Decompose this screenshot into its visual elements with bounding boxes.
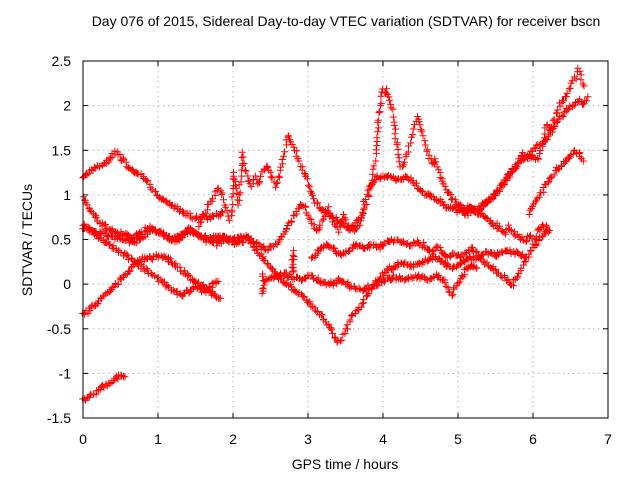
y-tick-label: 0.5 [52, 232, 72, 248]
y-tick-label: 2.5 [52, 53, 72, 69]
y-tick-label: -1.5 [47, 410, 71, 426]
y-tick-label: 0 [63, 276, 71, 292]
y-tick-label: -0.5 [47, 321, 71, 337]
x-axis-label: GPS time / hours [291, 456, 399, 472]
y-tick-label: -1 [59, 365, 72, 381]
chart-title: Day 076 of 2015, Sidereal Day-to-day VTE… [91, 13, 601, 29]
x-tick-label: 5 [454, 431, 462, 447]
x-tick-label: 7 [604, 431, 612, 447]
y-tick-label: 1 [63, 187, 71, 203]
x-tick-label: 3 [304, 431, 312, 447]
x-tick-label: 0 [79, 431, 87, 447]
data-points [79, 64, 592, 404]
x-tick-label: 2 [229, 431, 237, 447]
y-tick-label: 2 [63, 98, 71, 114]
x-tick-label: 6 [529, 431, 537, 447]
x-tick-label: 1 [154, 431, 162, 447]
x-tick-label: 4 [379, 431, 387, 447]
y-tick-label: 1.5 [52, 142, 72, 158]
